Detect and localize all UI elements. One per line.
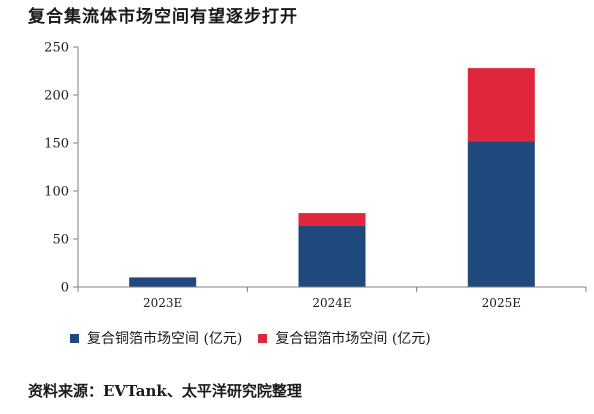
legend-swatch-aluminum <box>258 333 268 343</box>
legend-item-aluminum: 复合铝箔市场空间 (亿元) <box>258 328 431 348</box>
bar-aluminum-2024E <box>298 213 366 226</box>
y-tick-label-0: 0 <box>61 281 69 296</box>
legend: 复合铜箔市场空间 (亿元) 复合铝箔市场空间 (亿元) <box>70 328 447 348</box>
y-tick-label-50: 50 <box>52 233 69 248</box>
bars-group <box>129 68 535 287</box>
x-tick-label-2023E: 2023E <box>143 296 182 310</box>
axes-group: 0 50 100 150 200 250 2023E 2024E 2025E <box>44 41 587 310</box>
bar-copper-2023E <box>129 277 197 287</box>
x-tick-label-2024E: 2024E <box>312 296 351 310</box>
y-tick-label-250: 250 <box>44 41 69 56</box>
chart-title: 复合集流体市场空间有望逐步打开 <box>28 7 298 27</box>
y-tick-label-100: 100 <box>44 185 69 200</box>
source-note: 资料来源：EVTank、太平洋研究院整理 <box>28 382 302 400</box>
y-tick-label-150: 150 <box>44 137 69 152</box>
legend-item-copper: 复合铜箔市场空间 (亿元) <box>70 328 242 348</box>
stacked-bar-chart: 0 50 100 150 200 250 2023E 2024E 2025E <box>44 41 587 310</box>
legend-swatch-copper <box>70 333 79 343</box>
legend-label-aluminum: 复合铝箔市场空间 (亿元) <box>275 331 431 347</box>
bar-copper-2024E <box>298 225 366 287</box>
bar-aluminum-2025E <box>467 68 535 142</box>
legend-label-copper: 复合铜箔市场空间 (亿元) <box>87 331 243 347</box>
y-tick-label-200: 200 <box>44 89 69 104</box>
x-tick-label-2025E: 2025E <box>482 296 521 310</box>
bar-copper-2025E <box>467 141 535 287</box>
